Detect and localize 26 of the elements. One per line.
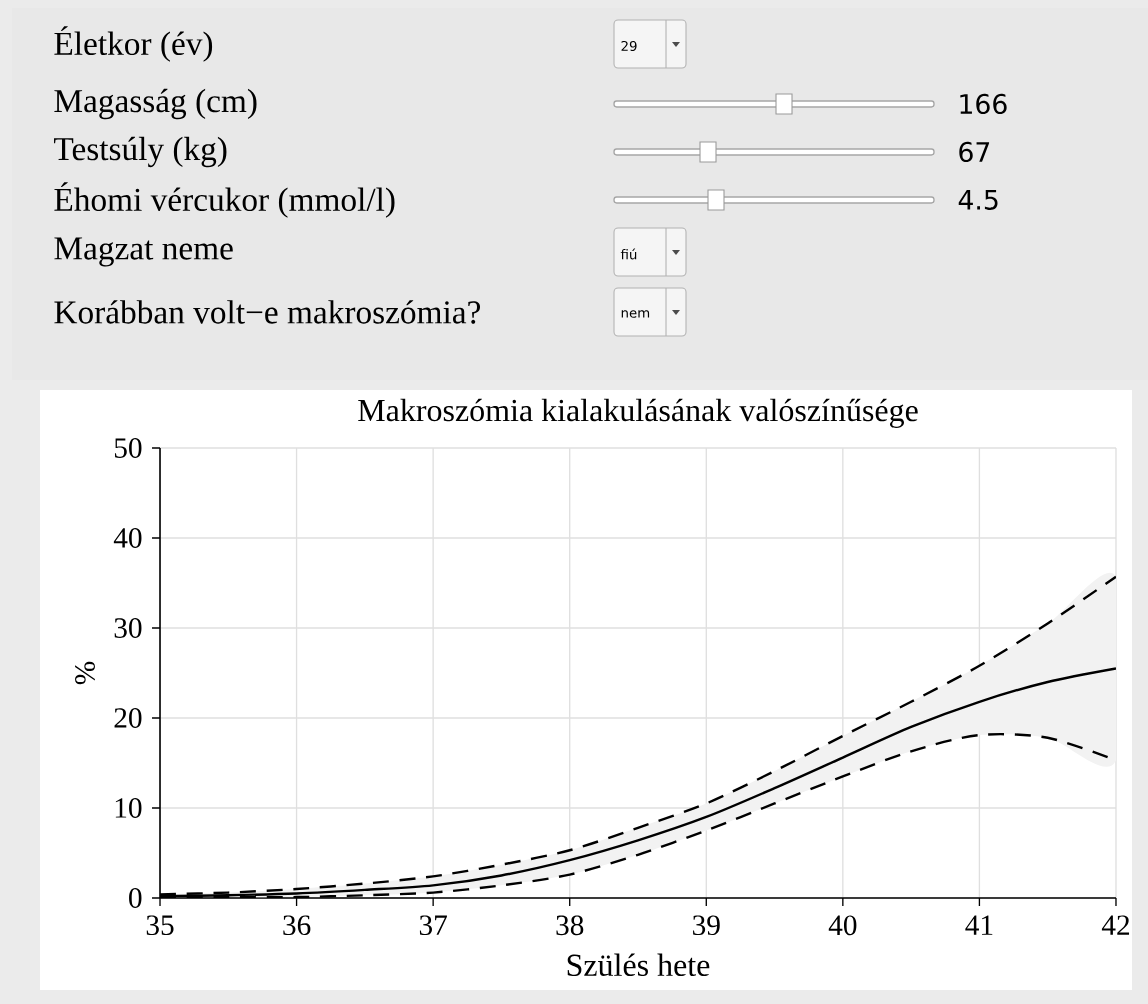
text: Éhomi vércukor (mmol/l) (54, 182, 395, 218)
y-tick-label: 50 (114, 438, 142, 458)
chart-title: Makroszómia kialakulásának valószínűsége (358, 398, 918, 428)
x-tick-label: 35 (146, 915, 174, 936)
x-tick-label: 36 (283, 915, 311, 936)
x-tick-label: 41 (965, 915, 993, 935)
x-tick-label: 40 (828, 915, 857, 936)
x-tick-label: 38 (556, 915, 584, 936)
text: Életkor (év) (54, 26, 213, 62)
y-tick-label: 10 (115, 798, 142, 818)
y-tick-label: 40 (113, 528, 142, 548)
text: Magzat neme (54, 237, 233, 267)
text: 166 (960, 93, 1007, 115)
y-tick-label: 30 (114, 618, 142, 638)
x-tick-label: 37 (419, 915, 447, 936)
x-tick-label: 39 (693, 915, 720, 936)
text: Testsúly (kg) (54, 136, 227, 168)
y-tick-label: 0 (129, 888, 142, 908)
y-tick-label: 20 (114, 708, 142, 728)
text: 4.5 (958, 190, 998, 210)
x-axis-title: Szülés hete (567, 953, 710, 977)
x-tick-label: 42 (1101, 915, 1130, 935)
text: Korábban volt−e makroszómia? (54, 300, 481, 324)
text: Magasság (cm) (54, 88, 257, 120)
text: 67 (959, 141, 990, 163)
y-axis-title: % (75, 661, 95, 685)
